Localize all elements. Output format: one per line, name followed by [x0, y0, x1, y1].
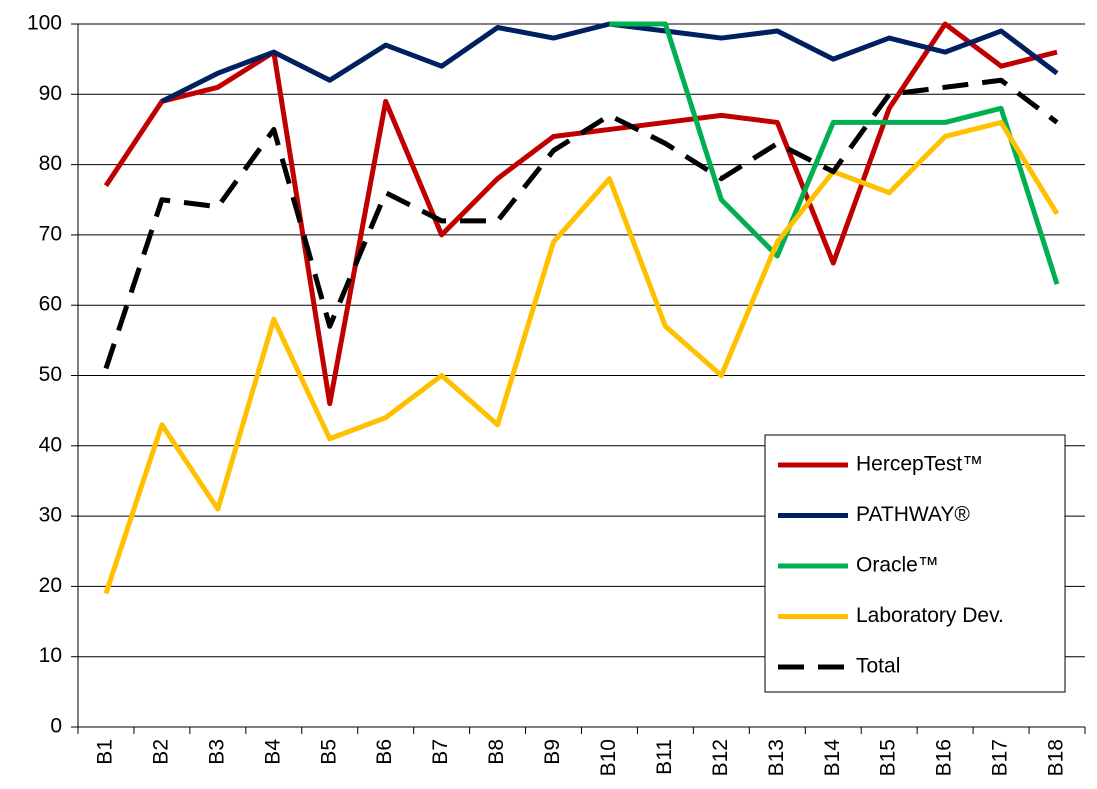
x-tick-label: B3 — [205, 739, 228, 765]
legend-label: HercepTest™ — [856, 453, 983, 476]
x-tick-label: B13 — [765, 739, 788, 776]
y-tick-label: 50 — [39, 363, 62, 386]
x-tick-label: B18 — [1045, 739, 1068, 776]
x-tick-label: B4 — [261, 739, 284, 765]
x-tick-label: B10 — [597, 739, 620, 776]
x-tick-label: B14 — [821, 739, 844, 777]
legend-label: Total — [856, 655, 900, 678]
x-tick-label: B9 — [541, 739, 564, 765]
series-line — [160, 21, 1059, 104]
series-line — [609, 21, 1060, 285]
y-tick-label: 90 — [39, 82, 62, 105]
x-tick-label: B1 — [94, 739, 117, 765]
y-tick-label: 0 — [50, 715, 62, 738]
y-tick-label: 10 — [39, 644, 62, 667]
y-tick-label: 60 — [39, 293, 62, 316]
x-tick-label: B7 — [429, 739, 452, 765]
x-tick-label: B17 — [989, 739, 1012, 776]
y-tick-label: 80 — [39, 152, 62, 175]
y-tick-label: 20 — [39, 574, 62, 597]
x-tick-label: B6 — [373, 739, 396, 765]
x-tick-label: B15 — [877, 739, 900, 776]
y-tick-label: 40 — [39, 433, 62, 456]
series-line — [103, 119, 1060, 595]
x-tick-label: B11 — [653, 739, 676, 775]
y-tick-label: 30 — [39, 504, 62, 527]
x-tick-label: B8 — [485, 739, 508, 765]
legend-label: PATHWAY® — [856, 503, 970, 526]
x-tick-label: B16 — [933, 739, 956, 776]
legend-label: Laboratory Dev. — [856, 604, 1004, 627]
series-line — [103, 77, 1059, 370]
x-tick-label: B2 — [149, 739, 172, 765]
x-tick-label: B12 — [709, 739, 732, 776]
legend-label: Oracle™ — [856, 554, 939, 577]
x-tick-label: B5 — [317, 739, 340, 765]
y-tick-label: 70 — [39, 222, 62, 245]
y-tick-label: 100 — [27, 12, 62, 35]
